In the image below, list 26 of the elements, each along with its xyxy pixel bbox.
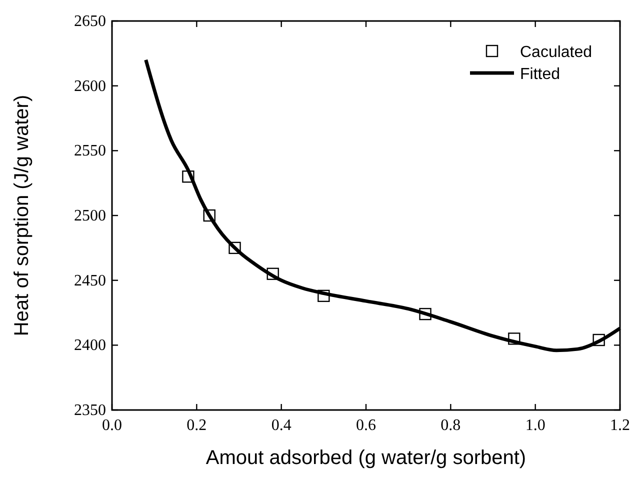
x-tick-label: 0.2 — [186, 417, 207, 434]
point — [419, 308, 432, 320]
y-tick-label: 2600 — [74, 78, 106, 95]
y-tick-label: 2350 — [74, 402, 106, 419]
y-tick-label: 2450 — [74, 272, 106, 290]
x-tick-label: 1.0 — [525, 417, 546, 434]
y-axis-title: Heat of sorption (J/g water) — [11, 94, 33, 336]
point — [592, 334, 605, 346]
y-tick-label: 2500 — [74, 208, 106, 224]
point — [228, 242, 241, 254]
y-tick-label: 2550 — [74, 142, 106, 160]
x-tick-label: 0.0 — [102, 417, 122, 434]
point — [266, 268, 279, 280]
point — [318, 290, 330, 302]
legend-label: Fitted — [520, 66, 560, 83]
x-tick-label: 0.8 — [440, 417, 461, 434]
x-tick-label: 1.2 — [610, 417, 630, 434]
x-axis-title: Amout adsorbed (g water/g sorbent) — [206, 447, 526, 469]
x-tick-label: 0.6 — [356, 417, 376, 434]
legend-label: Caculated — [520, 44, 592, 61]
y-tick-label: 2650 — [74, 13, 106, 30]
point — [182, 170, 194, 183]
point — [203, 209, 216, 222]
point — [508, 332, 520, 345]
x-tick-label: 0.4 — [271, 417, 292, 434]
y-tick-label: 2400 — [74, 337, 106, 354]
